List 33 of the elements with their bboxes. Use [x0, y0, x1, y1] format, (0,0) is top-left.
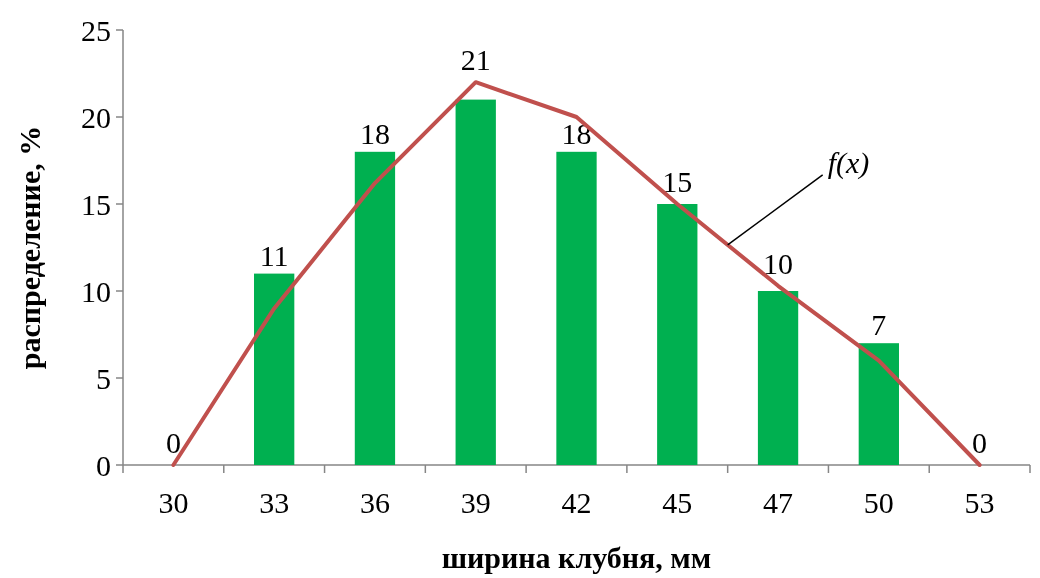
data-label: 11 [259, 238, 289, 272]
x-tick-label: 33 [259, 486, 290, 519]
y-tick-label: 0 [96, 448, 111, 482]
data-label: 18 [359, 116, 390, 150]
data-label: 21 [460, 43, 491, 77]
y-axis-title: распределение, % [13, 125, 46, 370]
bar [858, 343, 899, 465]
data-label: 0 [165, 426, 181, 459]
x-tick-label: 42 [561, 486, 592, 519]
y-tick-label: 15 [81, 187, 111, 221]
data-label: 10 [763, 246, 794, 280]
bar [455, 99, 496, 465]
x-tick-label: 53 [964, 486, 995, 519]
data-label: 0 [972, 426, 988, 459]
data-label: 15 [662, 165, 693, 198]
bar [354, 151, 396, 465]
y-tick-label: 5 [96, 361, 111, 395]
y-tick-label: 10 [81, 274, 111, 308]
bar [657, 204, 698, 465]
x-tick-label: 45 [662, 486, 693, 519]
y-tick-label: 25 [81, 13, 111, 47]
x-tick-label: 36 [359, 486, 390, 519]
x-tick-label: 39 [460, 486, 491, 519]
x-tick-label: 30 [158, 486, 189, 519]
y-tick-label: 20 [81, 100, 111, 134]
bar [556, 151, 597, 465]
x-tick-label: 47 [763, 486, 794, 519]
data-label: 7 [871, 308, 887, 342]
bar [757, 291, 799, 465]
x-tick-label: 50 [863, 486, 894, 519]
bar [254, 273, 295, 465]
x-axis-title: ширина клубня, мм [441, 541, 712, 574]
text: f(x) [827, 145, 870, 180]
